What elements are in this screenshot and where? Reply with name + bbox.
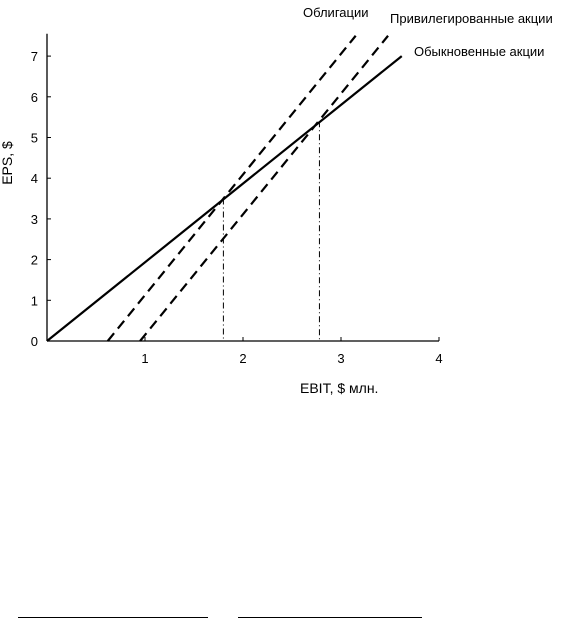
y-tick-label-6: 6	[31, 90, 38, 105]
y-tick-label-4: 4	[31, 171, 38, 186]
y-tick-label-7: 7	[31, 49, 38, 64]
x-tick-label-2: 2	[239, 351, 246, 366]
x-tick-label-1: 1	[141, 351, 148, 366]
footer-rule-right	[238, 617, 422, 618]
y-tick-label-3: 3	[31, 212, 38, 227]
y-tick-label-5: 5	[31, 131, 38, 146]
indifference-guides	[222, 121, 320, 341]
series-lines	[46, 35, 403, 342]
x-axis-title: EBIT, $ млн.	[300, 380, 378, 396]
series-line-3	[46, 55, 403, 342]
tick-labels: 0 1 2 3 4 5 6 7 1 2 3 4	[31, 49, 443, 366]
axes	[46, 33, 440, 342]
series-label-1: Облигации	[303, 5, 368, 20]
series-line-1	[106, 35, 357, 342]
y-tick-label-2: 2	[31, 253, 38, 268]
series-label-3: Обыкновенные акции	[414, 44, 544, 59]
y-tick-label-0: 0	[31, 334, 38, 349]
y-axis-title: EPS, $	[0, 141, 15, 185]
x-tick-label-3: 3	[337, 351, 344, 366]
x-tick-label-4: 4	[435, 351, 442, 366]
series-labels: Облигации Привилегированные акции Обыкнове…	[303, 5, 553, 59]
series-line-2	[139, 35, 389, 342]
y-tick-label-1: 1	[31, 293, 38, 308]
series-label-2: Привилегированные акции	[390, 11, 553, 26]
footer-rule-left	[18, 617, 208, 618]
